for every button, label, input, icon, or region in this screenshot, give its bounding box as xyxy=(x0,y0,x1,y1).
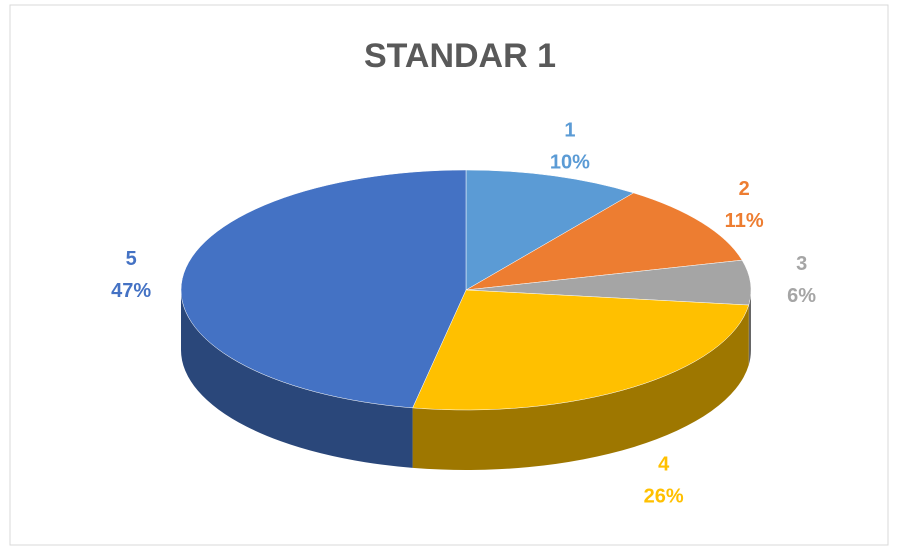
pie-slice xyxy=(465,169,635,291)
data-label-category: 4 xyxy=(658,454,670,476)
data-label-value: 11% xyxy=(725,210,764,232)
data-label-value: 47% xyxy=(111,280,151,302)
data-label-category: 3 xyxy=(796,253,807,275)
pie-slice xyxy=(465,192,743,291)
pie-slice-side xyxy=(748,290,751,366)
data-label-category: 2 xyxy=(739,178,750,200)
data-label-value: 6% xyxy=(787,285,816,307)
pie-slice-side xyxy=(412,305,749,470)
chart-title: STANDAR 1 xyxy=(364,37,556,75)
pie-slice xyxy=(180,169,467,409)
data-label-category: 1 xyxy=(564,120,575,142)
pie-slice xyxy=(412,289,750,411)
pie-slice-side xyxy=(181,290,413,468)
data-label-value: 26% xyxy=(644,486,684,508)
data-label-value: 10% xyxy=(550,152,590,174)
data-label-category: 5 xyxy=(126,248,137,270)
